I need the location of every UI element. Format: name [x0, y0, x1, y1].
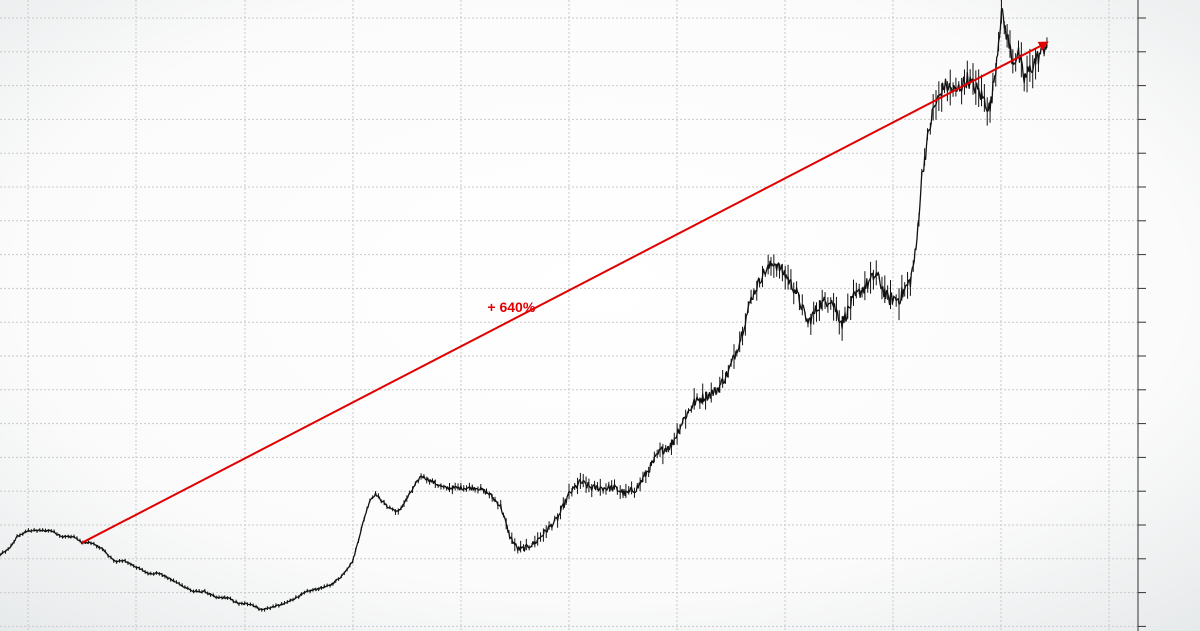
price-line: [0, 8, 1048, 611]
right-axis: [1137, 0, 1146, 631]
gain-arrow: [81, 41, 1049, 544]
annotation-layer: + 640%: [81, 41, 1049, 544]
gain-label: + 640%: [487, 299, 535, 315]
